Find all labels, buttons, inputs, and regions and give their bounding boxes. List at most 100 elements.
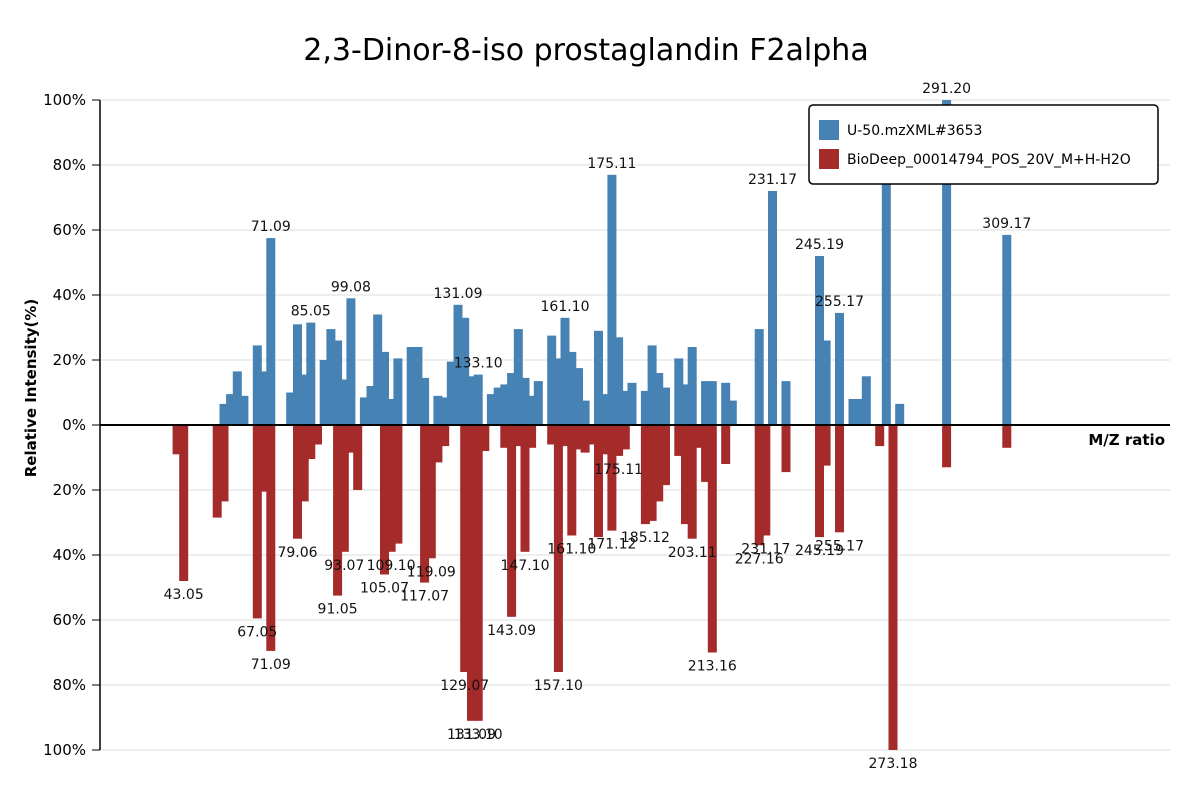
- reference-peak-label: 79.06: [277, 545, 317, 561]
- reference-peak-bar: [527, 425, 537, 448]
- query-peak-bar: [768, 191, 777, 425]
- query-peak-bar: [781, 381, 791, 425]
- reference-peak-bar: [707, 425, 717, 653]
- reference-peak-bar: [567, 425, 577, 536]
- reference-peak-label: 93.07: [324, 558, 364, 574]
- reference-peak-label: 109.10: [367, 558, 416, 574]
- query-peak-label: 255.17: [815, 294, 864, 310]
- reference-peak-label: 131.09: [447, 727, 496, 743]
- reference-peak-label: 185.12: [621, 530, 670, 546]
- query-peak-bar: [446, 361, 456, 425]
- legend-swatch-query: [819, 120, 839, 140]
- reference-peak-label: 119.09: [407, 564, 456, 580]
- reference-peak-bar: [694, 425, 704, 448]
- y-tick-label: 40%: [53, 286, 86, 304]
- reference-peak-label: 245.19: [795, 543, 844, 559]
- reference-peak-bar: [393, 425, 403, 544]
- reference-peak-bar: [500, 425, 510, 448]
- query-peak-bar: [600, 394, 610, 425]
- reference-peak-bar: [259, 425, 269, 492]
- reference-peak-bar: [420, 425, 430, 583]
- query-peak-bar: [380, 351, 389, 425]
- query-peak-bar: [620, 390, 630, 425]
- query-peak-bar: [259, 371, 269, 425]
- reference-peak-bar: [299, 425, 309, 502]
- query-peak-bar: [226, 394, 236, 425]
- query-peak-bar: [373, 314, 383, 425]
- query-peak-bar: [647, 345, 657, 425]
- reference-peak-label: 175.11: [594, 462, 643, 478]
- query-peak-bar: [848, 399, 858, 425]
- query-peak-bar: [232, 371, 242, 425]
- query-peak-bar: [467, 376, 476, 426]
- reference-peak-bar: [942, 425, 952, 468]
- reference-peak-label: 161.10: [547, 542, 596, 558]
- query-peak-bar: [607, 174, 617, 426]
- reference-peak-bar: [640, 425, 650, 525]
- query-peak-bar: [674, 358, 684, 425]
- reference-peak-bar: [433, 425, 443, 463]
- reference-peak-bar: [266, 425, 276, 651]
- query-peak-bar: [486, 394, 496, 425]
- query-peak-bar: [366, 386, 376, 425]
- reference-peak-bar: [252, 425, 262, 619]
- y-axis-title: Relative Intensity(%): [22, 299, 40, 478]
- query-peak-bar: [453, 304, 463, 426]
- reference-peak-bar: [339, 425, 349, 552]
- query-peak-bar: [855, 399, 865, 425]
- reference-peak-bar: [835, 425, 844, 533]
- y-tick-label: 40%: [53, 546, 86, 564]
- reference-peak-bar: [821, 425, 831, 466]
- query-peak-bar: [319, 360, 329, 425]
- reference-peak-label: 133.10: [454, 727, 503, 743]
- reference-peak-label: 171.12: [587, 537, 636, 553]
- query-peak-label: 231.17: [748, 172, 797, 188]
- reference-peak-bar: [507, 425, 517, 617]
- reference-peak-bar: [212, 425, 222, 518]
- reference-peak-bar: [346, 425, 356, 453]
- x-axis-title: M/Z ratio: [1088, 431, 1165, 449]
- query-peak-label: 161.10: [541, 299, 590, 315]
- query-peak-bar: [286, 392, 296, 425]
- query-peak-bar: [574, 368, 583, 425]
- query-peak-bar: [333, 340, 343, 425]
- reference-peak-bar: [333, 425, 343, 596]
- y-tick-label: 80%: [53, 156, 86, 174]
- query-peak-bar: [707, 381, 717, 425]
- query-peak-bar: [433, 395, 443, 426]
- reference-peak-label: 213.16: [688, 659, 737, 675]
- y-tick-label: 60%: [53, 611, 86, 629]
- query-peak-bar: [339, 379, 349, 425]
- reference-peak-bar: [172, 425, 182, 455]
- query-peak-bar: [547, 335, 557, 425]
- reference-peak-label: 203.11: [668, 545, 717, 561]
- reference-peak-label: 143.09: [487, 623, 536, 639]
- query-peak-bar: [580, 400, 590, 425]
- query-peak-bar: [654, 373, 664, 425]
- query-peak-bar: [293, 324, 302, 426]
- query-peak-bar: [640, 390, 650, 425]
- reference-peak-bar: [574, 425, 583, 450]
- reference-peak-bar: [681, 425, 690, 525]
- reference-peak-bar: [520, 425, 530, 552]
- reference-peak-label: 91.05: [318, 602, 358, 618]
- legend: U-50.mzXML#3653 BioDeep_00014794_POS_20V…: [808, 104, 1159, 185]
- reference-peak-label: 105.07: [360, 581, 409, 597]
- legend-box: [808, 104, 1159, 185]
- reference-peak-bar: [513, 425, 523, 447]
- reference-peak-bar: [761, 425, 771, 536]
- query-peak-bar: [520, 377, 530, 425]
- query-peak-bar: [266, 238, 276, 425]
- y-tick-label: 20%: [53, 481, 86, 499]
- query-peak-bar: [359, 397, 369, 425]
- reference-peak-bar: [600, 425, 610, 455]
- reference-peak-bar: [1002, 425, 1012, 448]
- query-peak-bar: [754, 329, 764, 425]
- reference-peak-bar: [875, 425, 885, 447]
- query-peak-bar: [420, 377, 430, 425]
- query-peak-bar: [835, 312, 844, 425]
- reference-peak-bar: [553, 425, 563, 672]
- query-peak-bar: [219, 403, 229, 425]
- query-peak-bar: [661, 387, 670, 425]
